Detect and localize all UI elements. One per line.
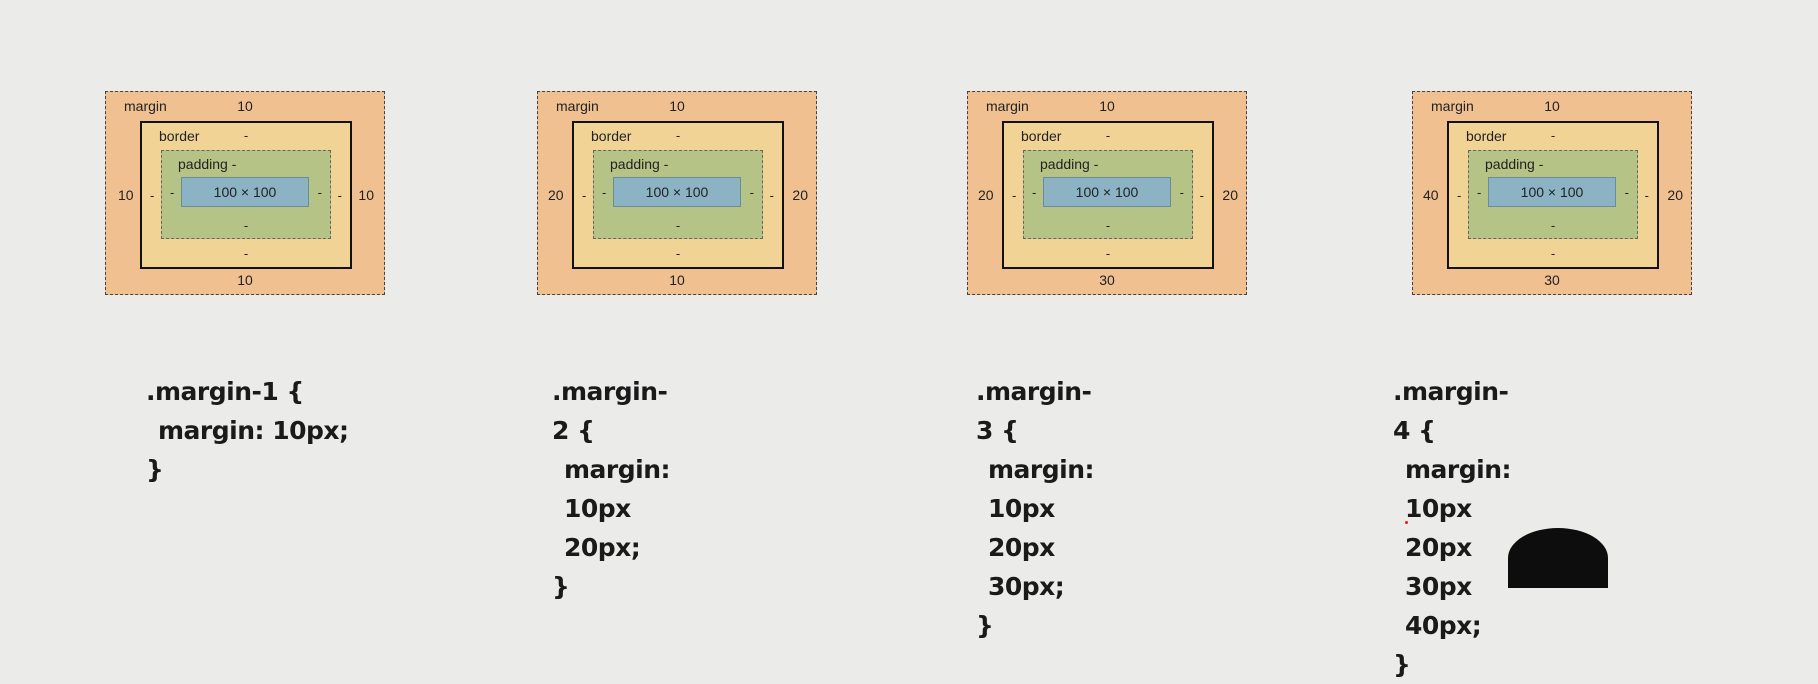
css-close-brace: } [976, 611, 994, 640]
margin-bottom-value: 10 [237, 272, 253, 288]
margin-bottom-value: 30 [1099, 272, 1115, 288]
margin-box: margin 10 20 20 10 border - - - - paddin… [537, 91, 817, 295]
margin-left-value: 20 [548, 187, 564, 203]
code-block: .margin-2 { margin: 10px 20px; } [552, 372, 671, 606]
margin-example-2: margin 10 20 20 10 border - - - - paddin… [0, 0, 817, 601]
margin-right-value: 20 [792, 187, 808, 203]
padding-box: padding - - - - 100 × 100 [1468, 150, 1638, 239]
margin-left-value: 10 [118, 187, 134, 203]
border-left-value: - [1012, 188, 1017, 203]
margin-top-value: 10 [669, 98, 685, 114]
code-block: .margin-4 { margin: 10px 20px 30px 40px;… [1393, 372, 1512, 684]
border-box: border - - - - padding - - - - 100 × 100 [572, 121, 784, 269]
margin-box: margin 10 10 10 10 border - - - - paddin… [105, 91, 385, 295]
padding-right-value: - [317, 185, 322, 200]
margin-example-3: margin 10 20 20 30 border - - - - paddin… [0, 0, 1247, 640]
css-declaration: margin: 10px 20px 30px; [988, 455, 1095, 601]
padding-label: padding - [1485, 156, 1544, 172]
padding-left-value: - [170, 185, 175, 200]
margin-top-value: 10 [237, 98, 253, 114]
border-right-value: - [1644, 188, 1649, 203]
padding-right-value: - [1179, 185, 1184, 200]
border-bottom-value: - [675, 246, 681, 261]
border-bottom-value: - [1105, 246, 1111, 261]
border-left-value: - [150, 188, 155, 203]
css-declaration: margin: 10px; [158, 416, 349, 445]
margin-label: margin [124, 98, 167, 114]
margin-box: margin 10 20 20 30 border - - - - paddin… [967, 91, 1247, 295]
padding-bottom-value: - [675, 218, 681, 233]
padding-box: padding - - - - 100 × 100 [161, 150, 331, 239]
border-left-value: - [582, 188, 587, 203]
border-top-value: - [675, 128, 681, 143]
padding-label: padding - [178, 156, 237, 172]
margin-label: margin [1431, 98, 1474, 114]
border-label: border [1021, 128, 1062, 144]
margin-example-4: margin 10 40 20 30 border - - - - paddin… [0, 0, 1692, 679]
padding-bottom-value: - [1550, 218, 1556, 233]
css-close-brace: } [552, 572, 570, 601]
margin-top-value: 10 [1099, 98, 1115, 114]
border-box: border - - - - padding - - - - 100 × 100 [1447, 121, 1659, 269]
margin-left-value: 20 [978, 187, 994, 203]
border-right-value: - [1199, 188, 1204, 203]
border-left-value: - [1457, 188, 1462, 203]
padding-box: padding - - - - 100 × 100 [593, 150, 763, 239]
padding-left-value: - [602, 185, 607, 200]
margin-left-value: 40 [1423, 187, 1439, 203]
padding-box: padding - - - - 100 × 100 [1023, 150, 1193, 239]
border-bottom-value: - [243, 246, 249, 261]
padding-label: padding - [1040, 156, 1099, 172]
border-top-value: - [1550, 128, 1556, 143]
border-bottom-value: - [1550, 246, 1556, 261]
css-close-brace: } [146, 455, 164, 484]
margin-top-value: 10 [1544, 98, 1560, 114]
margin-bottom-value: 10 [669, 272, 685, 288]
border-right-value: - [337, 188, 342, 203]
padding-right-value: - [1624, 185, 1629, 200]
margin-label: margin [556, 98, 599, 114]
margin-example-1: margin 10 10 10 10 border - - - - paddin… [0, 0, 420, 554]
content-box: 100 × 100 [181, 177, 309, 207]
margin-right-value: 20 [1667, 187, 1683, 203]
red-dot-marker [1405, 521, 1408, 524]
css-selector: .margin-3 { [976, 377, 1092, 445]
margin-bottom-value: 30 [1544, 272, 1560, 288]
padding-bottom-value: - [1105, 218, 1111, 233]
border-box: border - - - - padding - - - - 100 × 100 [140, 121, 352, 269]
content-box: 100 × 100 [613, 177, 741, 207]
content-box: 100 × 100 [1043, 177, 1171, 207]
padding-label: padding - [610, 156, 669, 172]
content-box: 100 × 100 [1488, 177, 1616, 207]
padding-left-value: - [1477, 185, 1482, 200]
css-selector: .margin-2 { [552, 377, 668, 445]
padding-left-value: - [1032, 185, 1037, 200]
border-right-value: - [769, 188, 774, 203]
border-top-value: - [243, 128, 249, 143]
padding-bottom-value: - [243, 218, 249, 233]
border-top-value: - [1105, 128, 1111, 143]
margin-right-value: 20 [1222, 187, 1238, 203]
presenter-silhouette [1508, 528, 1608, 588]
css-close-brace: } [1393, 650, 1411, 679]
code-block: .margin-3 { margin: 10px 20px 30px; } [976, 372, 1095, 645]
border-label: border [159, 128, 200, 144]
border-label: border [1466, 128, 1507, 144]
margin-label: margin [986, 98, 1029, 114]
padding-right-value: - [749, 185, 754, 200]
css-declaration: margin: 10px 20px; [564, 455, 671, 562]
css-selector: .margin-4 { [1393, 377, 1509, 445]
code-block: .margin-1 { margin: 10px; } [146, 372, 349, 489]
margin-right-value: 10 [358, 187, 374, 203]
border-label: border [591, 128, 632, 144]
margin-box: margin 10 40 20 30 border - - - - paddin… [1412, 91, 1692, 295]
css-declaration: margin: 10px 20px 30px 40px; [1405, 455, 1512, 640]
css-selector: .margin-1 { [146, 377, 304, 406]
border-box: border - - - - padding - - - - 100 × 100 [1002, 121, 1214, 269]
